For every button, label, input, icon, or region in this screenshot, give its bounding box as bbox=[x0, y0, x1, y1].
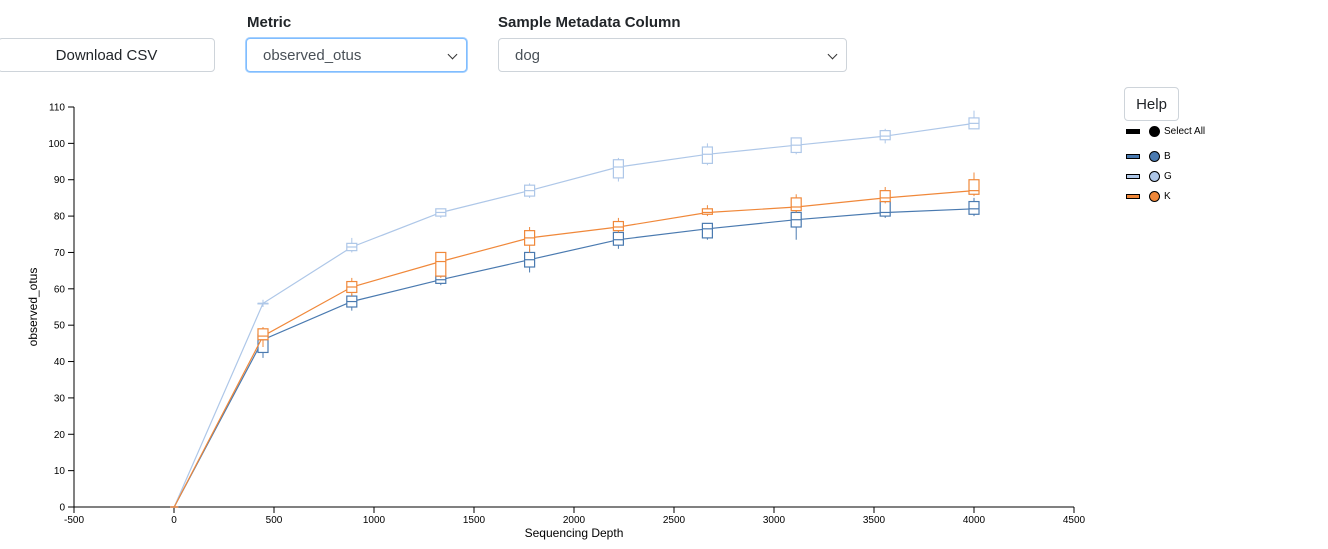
series-K bbox=[170, 172, 980, 508]
series-line bbox=[173, 122, 975, 508]
box bbox=[257, 328, 269, 341]
box bbox=[968, 179, 980, 195]
box bbox=[701, 146, 714, 164]
x-tick-label: 4000 bbox=[963, 515, 986, 526]
box bbox=[701, 222, 714, 239]
column-label: Sample Metadata Column bbox=[498, 14, 681, 31]
legend-dot-icon bbox=[1149, 125, 1160, 137]
legend-dot-icon bbox=[1149, 170, 1160, 182]
box bbox=[968, 200, 980, 215]
series-B bbox=[170, 197, 980, 508]
metric-select[interactable]: observed_otus bbox=[246, 38, 467, 72]
y-tick-label: 110 bbox=[49, 103, 65, 114]
x-tick-label: 3000 bbox=[763, 515, 786, 526]
y-tick-label: 60 bbox=[54, 284, 66, 295]
x-tick-label: 1500 bbox=[463, 515, 486, 526]
y-tick-label: 100 bbox=[48, 139, 65, 150]
legend-line-swatch bbox=[1126, 128, 1140, 134]
series-G bbox=[170, 110, 980, 508]
legend-item-label: K bbox=[1164, 190, 1171, 202]
box bbox=[879, 130, 891, 141]
y-tick-label: 40 bbox=[54, 357, 66, 368]
x-axis-label: Sequencing Depth bbox=[525, 526, 624, 540]
help-button[interactable]: Help bbox=[1124, 87, 1179, 121]
box bbox=[879, 200, 891, 217]
box bbox=[435, 251, 447, 277]
x-tick-label: 0 bbox=[171, 515, 177, 526]
legend-item-b[interactable]: B bbox=[1126, 149, 1171, 163]
legend-item-label: G bbox=[1164, 170, 1172, 182]
legend-item-g[interactable]: G bbox=[1126, 169, 1172, 183]
box bbox=[701, 208, 714, 215]
x-tick-label: -500 bbox=[64, 515, 84, 526]
y-axis-label: observed_otus bbox=[26, 268, 40, 347]
box bbox=[790, 197, 802, 212]
y-tick-label: 70 bbox=[54, 248, 66, 259]
metric-select-value: observed_otus bbox=[263, 46, 362, 64]
x-tick-label: 2000 bbox=[563, 515, 586, 526]
metadata-column-select-value: dog bbox=[515, 46, 541, 64]
y-tick-label: 0 bbox=[59, 503, 65, 514]
y-tick-label: 80 bbox=[54, 212, 66, 223]
chart-marks bbox=[170, 110, 980, 508]
y-tick-label: 10 bbox=[54, 466, 66, 477]
box bbox=[612, 159, 625, 179]
x-tick-label: 1000 bbox=[363, 515, 386, 526]
download-csv-button[interactable]: Download CSV bbox=[0, 38, 215, 72]
legend-select-all-label: Select All bbox=[1164, 125, 1206, 137]
series-line bbox=[173, 208, 975, 508]
legend-line-swatch bbox=[1126, 193, 1140, 199]
download-csv-label: Download CSV bbox=[55, 46, 158, 64]
box bbox=[879, 190, 891, 203]
legend-line-swatch bbox=[1126, 153, 1140, 159]
rarefaction-chart: -500 0 500 1000 1500 2000 2500 3000 3500 4000 4500… bbox=[26, 103, 1086, 541]
x-tick-label: 500 bbox=[266, 515, 283, 526]
legend-item-label: B bbox=[1164, 150, 1171, 162]
x-tick-label: 4500 bbox=[1063, 515, 1086, 526]
box bbox=[612, 231, 625, 246]
legend-select-all[interactable]: Select All bbox=[1126, 124, 1205, 138]
y-tick-label: 90 bbox=[54, 175, 66, 186]
metadata-column-select[interactable]: dog bbox=[498, 38, 847, 72]
help-label: Help bbox=[1136, 95, 1167, 113]
x-tick-label: 2500 bbox=[663, 515, 686, 526]
x-tick-label: 3500 bbox=[863, 515, 886, 526]
y-tick-label: 50 bbox=[54, 321, 66, 332]
chart-axes: -500 0 500 1000 1500 2000 2500 3000 3500 4000 4500… bbox=[48, 103, 1085, 527]
metric-label: Metric bbox=[247, 14, 292, 31]
y-tick-label: 30 bbox=[54, 393, 66, 404]
box bbox=[612, 220, 625, 232]
legend-line-swatch bbox=[1126, 173, 1140, 179]
legend-dot-icon bbox=[1149, 150, 1160, 162]
legend-item-k[interactable]: K bbox=[1126, 189, 1171, 203]
y-tick-label: 20 bbox=[54, 430, 66, 441]
legend-dot-icon bbox=[1149, 190, 1160, 202]
series-line bbox=[173, 190, 975, 508]
